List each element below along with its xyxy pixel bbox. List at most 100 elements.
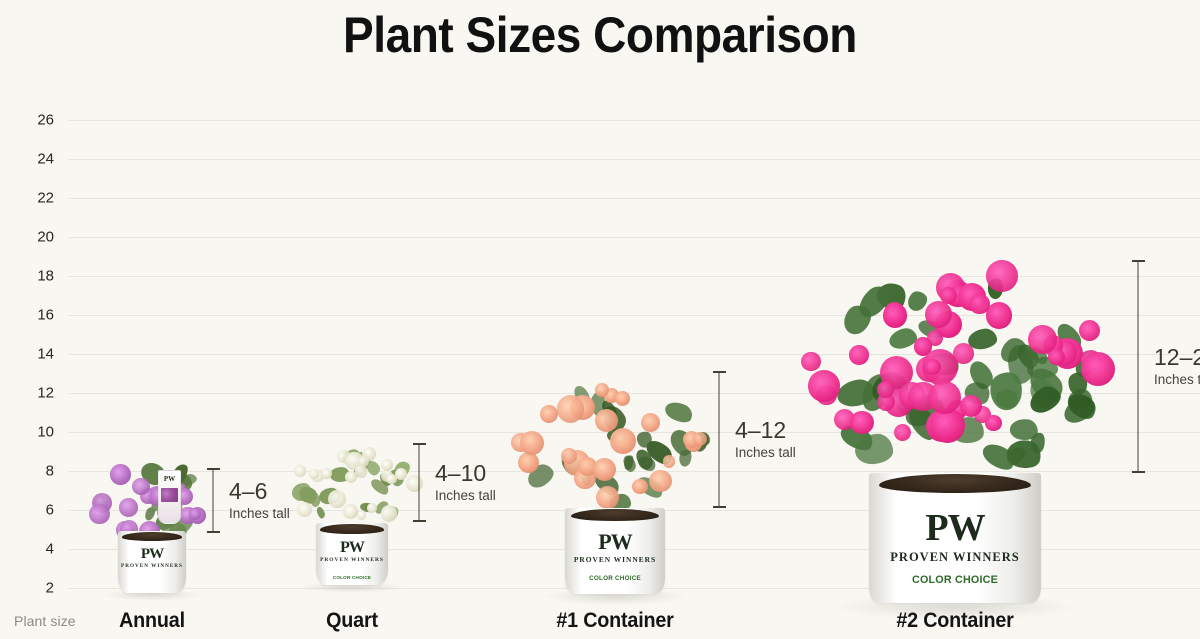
pot-sub-brand: COLOR CHOICE [869, 571, 1041, 587]
flower-shape [540, 404, 559, 423]
flower-shape [662, 455, 676, 468]
plant-pot: PW PROVEN WINNERS COLOR CHOICE [316, 523, 388, 585]
flower-shape [615, 391, 631, 407]
pot-soil [571, 509, 659, 522]
flower-shape [405, 475, 423, 493]
flower-shape [833, 408, 856, 430]
pot-logo-monogram: PW [340, 539, 365, 557]
flower-shape [594, 382, 610, 397]
y-axis-tick-label: 2 [45, 579, 54, 597]
measurement-range-value: 4–6 [229, 477, 268, 504]
flower-shape [577, 457, 597, 477]
measurement-range-value: 4–10 [435, 459, 487, 486]
plant-image: PW PW PROVEN WINNERS [88, 0, 211, 639]
flower-shape [189, 508, 201, 521]
flower-shape [132, 477, 150, 496]
flower-shape [517, 451, 540, 474]
pot-soil [122, 532, 182, 541]
y-axis-tick-label: 18 [37, 267, 54, 285]
plant-pot: PW PROVEN WINNERS COLOR CHOICE [565, 508, 665, 594]
measurement-label: 12–24 Inches tall [1154, 344, 1200, 388]
pot-logo: PW PROVEN WINNERS COLOR CHOICE [316, 540, 388, 583]
gridline [68, 159, 1200, 160]
flower-shape [294, 465, 306, 478]
flower-shape [354, 465, 368, 478]
measurement-units-label: Inches tall [229, 506, 290, 522]
gridline [68, 471, 1200, 472]
measurement-bar [1137, 260, 1139, 473]
measurement-bar [718, 371, 720, 508]
flower-shape [1078, 319, 1100, 341]
flower-shape [986, 260, 1018, 292]
measurement-bar [212, 468, 214, 533]
x-axis-category-label: #2 Container [896, 609, 1014, 632]
flower-shape [386, 474, 397, 485]
plant-tag-brand: PW [163, 475, 176, 483]
pot-logo-brand-name: PROVEN WINNERS [573, 554, 657, 564]
x-axis-category-label: Quart [326, 609, 378, 632]
flower-shape [985, 414, 1002, 431]
leaf-shape [662, 397, 696, 426]
pot-soil [320, 524, 384, 534]
flower-shape [380, 504, 398, 522]
x-axis-category-label: #1 Container [556, 609, 674, 632]
flower-shape [952, 343, 974, 365]
y-axis-tick-label: 26 [37, 111, 54, 129]
pot-sub-brand-badge: COLOR CHOICE [911, 573, 998, 586]
gridline [68, 315, 1200, 316]
plant-tag: PW [158, 470, 181, 524]
flower-shape [959, 395, 982, 418]
flower-shape [801, 351, 821, 372]
y-axis-tick-label: 4 [45, 540, 54, 558]
flower-shape [119, 498, 138, 517]
flower-shape [342, 503, 359, 520]
measurement-range-value: 12–24 [1154, 343, 1200, 370]
flower-shape [883, 303, 908, 328]
y-axis-tick-label: 22 [37, 189, 54, 207]
flower-shape [595, 485, 620, 510]
y-axis-tick-label: 6 [45, 501, 54, 519]
flower-shape [356, 509, 367, 520]
gridline [68, 393, 1200, 394]
flower-shape [394, 468, 408, 481]
flower-shape [968, 293, 990, 315]
y-axis-tick-label: 10 [37, 423, 54, 441]
plant-foliage [286, 446, 423, 533]
pot-logo-monogram: PW [140, 546, 164, 563]
flower-shape [109, 463, 131, 485]
flower-shape [561, 448, 578, 465]
flower-shape [640, 412, 661, 433]
flower-shape [939, 287, 957, 305]
pot-logo-brand-name: PROVEN WINNERS [320, 557, 384, 564]
flower-shape [876, 380, 895, 399]
flower-shape [344, 470, 357, 483]
flower-shape [610, 427, 637, 454]
plant-pot: PW PROVEN WINNERS [118, 531, 186, 593]
flower-shape [357, 456, 370, 468]
pot-sub-brand-badge: COLOR CHOICE [332, 574, 372, 580]
pot-sub-brand: COLOR CHOICE [316, 567, 388, 583]
pot-logo-monogram: PW [925, 506, 985, 549]
pot-logo: PW PROVEN WINNERS [118, 547, 186, 569]
measurement-range-value: 4–12 [735, 416, 787, 443]
measurement-bar [418, 443, 420, 522]
flower-shape [381, 459, 393, 471]
flower-shape [592, 457, 617, 482]
flower-shape [808, 370, 840, 403]
flower-shape [321, 468, 333, 480]
flower-shape [328, 489, 346, 508]
x-axis-category-label: Annual [119, 609, 185, 632]
flower-shape [927, 381, 962, 415]
flower-shape [1048, 348, 1065, 366]
leaf-shape [315, 505, 326, 519]
plant-image: PW PROVEN WINNERS COLOR CHOICE [286, 0, 423, 639]
flower-shape [925, 300, 953, 328]
y-axis-label: Plant size [14, 613, 76, 629]
gridline [68, 120, 1200, 121]
flower-shape [556, 395, 585, 423]
gridline [68, 276, 1200, 277]
gridline [68, 354, 1200, 355]
flower-shape [595, 408, 619, 432]
y-axis-tick-label: 14 [37, 345, 54, 363]
flower-shape [914, 337, 933, 356]
